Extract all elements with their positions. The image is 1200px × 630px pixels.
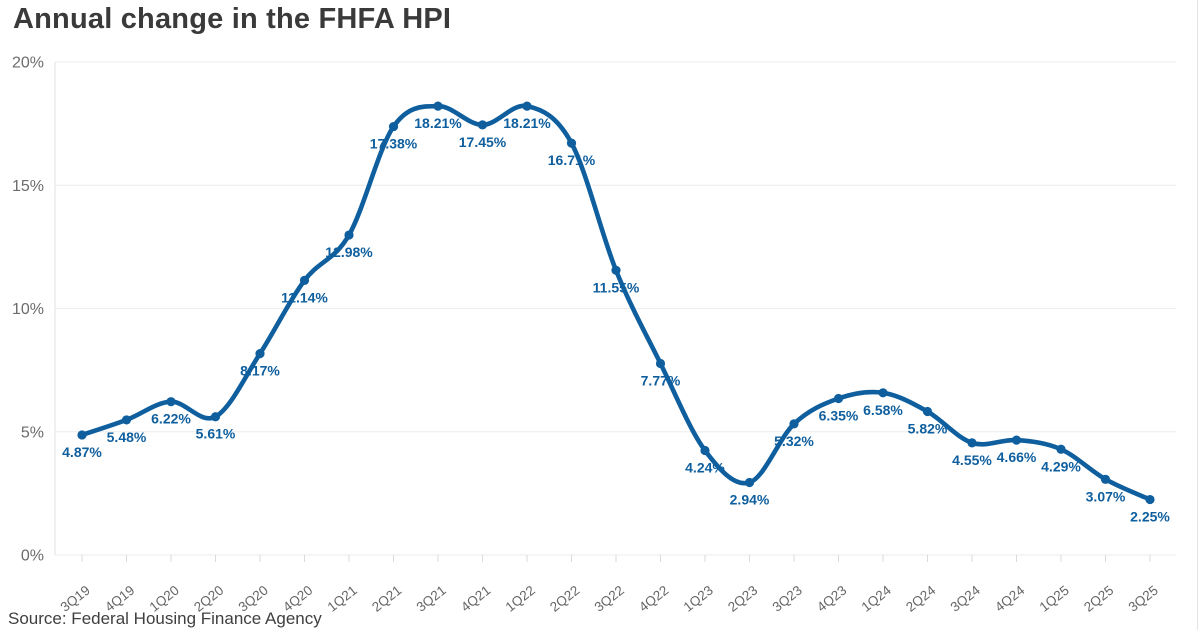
y-tick-label: 10% xyxy=(12,301,44,318)
data-point-marker[interactable] xyxy=(789,419,799,429)
data-point-marker[interactable] xyxy=(655,358,666,369)
data-point-marker[interactable] xyxy=(967,438,977,448)
data-point-label: 18.21% xyxy=(503,115,551,131)
y-axis-labels: 0% 5% 10% 15% 20% xyxy=(12,55,44,565)
data-point-marker[interactable] xyxy=(1056,444,1066,454)
data-point-label: 5.82% xyxy=(908,421,948,437)
y-tick-label: 20% xyxy=(12,55,44,72)
data-point-marker[interactable] xyxy=(388,121,399,132)
data-point-labels: 4.87% 5.48%6.22% 5.61% 8.17% 11.14% 12.98% 17.… xyxy=(62,115,1170,524)
data-point-label: 5.48% xyxy=(107,429,147,445)
data-point-label: 4.55% xyxy=(952,452,992,468)
data-point-marker[interactable] xyxy=(611,265,621,275)
x-tick-label: 2Q22 xyxy=(547,583,582,615)
data-point-label: 2.25% xyxy=(1130,509,1170,525)
x-tick-label: 1Q23 xyxy=(681,583,716,615)
card-right-border xyxy=(1197,0,1198,630)
data-point-marker[interactable] xyxy=(744,477,755,488)
data-point-label: 5.61% xyxy=(196,426,236,442)
data-point-markers xyxy=(77,101,1155,505)
data-point-marker[interactable] xyxy=(1011,435,1022,445)
x-tick-label: 1Q21 xyxy=(325,583,360,615)
data-point-marker[interactable] xyxy=(299,275,310,285)
data-point-label: 16.71% xyxy=(548,152,596,168)
x-tick-label: 2Q23 xyxy=(725,583,760,615)
data-point-label: 12.98% xyxy=(325,244,373,260)
data-point-label: 11.14% xyxy=(281,289,328,305)
data-point-label: 6.22% xyxy=(151,411,191,427)
x-tick-label: 4Q23 xyxy=(814,583,849,615)
data-point-label: 5.32% xyxy=(774,433,814,449)
data-point-marker[interactable] xyxy=(922,406,933,417)
gridlines xyxy=(55,61,1176,556)
x-tick-label: 4Q22 xyxy=(636,583,671,615)
data-point-marker[interactable] xyxy=(1145,494,1155,505)
x-tick-label: 3Q21 xyxy=(414,583,449,615)
data-point-marker[interactable] xyxy=(878,388,888,398)
y-tick-label: 15% xyxy=(12,178,44,195)
data-point-label: 4.66% xyxy=(997,449,1037,465)
data-point-label: 3.07% xyxy=(1086,488,1126,504)
data-point-label: 18.21% xyxy=(414,115,462,131)
y-tick-label: 0% xyxy=(21,548,44,565)
data-point-label: 11.55% xyxy=(593,279,640,295)
data-point-marker[interactable] xyxy=(522,101,532,111)
data-point-marker[interactable] xyxy=(121,415,132,425)
x-tick-label: 1Q22 xyxy=(503,583,538,615)
data-point-marker[interactable] xyxy=(1100,474,1111,484)
x-tick-label: 3Q25 xyxy=(1126,583,1161,615)
x-tick-label: 2Q25 xyxy=(1081,583,1116,615)
data-point-label: 4.87% xyxy=(62,444,102,460)
data-point-label: 6.35% xyxy=(819,407,859,423)
data-point-marker[interactable] xyxy=(433,101,443,111)
data-point-marker[interactable] xyxy=(700,445,710,456)
x-tick-label: 3Q24 xyxy=(948,582,984,614)
data-point-label: 2.94% xyxy=(730,492,770,508)
y-tick-label: 5% xyxy=(21,424,44,441)
data-point-marker[interactable] xyxy=(344,230,354,240)
data-point-marker[interactable] xyxy=(477,120,488,130)
data-point-label: 7.77% xyxy=(641,372,681,388)
x-tick-label: 1Q25 xyxy=(1037,583,1072,615)
x-tick-label: 1Q24 xyxy=(859,582,895,614)
data-point-marker[interactable] xyxy=(566,138,577,148)
data-point-label: 4.29% xyxy=(1041,458,1081,474)
x-axis-ticks xyxy=(81,555,1151,562)
x-tick-label: 2Q21 xyxy=(369,583,404,615)
data-point-label: 6.58% xyxy=(863,402,903,418)
data-point-label: 8.17% xyxy=(240,363,280,379)
x-tick-label: 3Q22 xyxy=(592,583,627,615)
data-point-marker[interactable] xyxy=(255,349,265,359)
data-point-label: 17.45% xyxy=(459,134,507,150)
data-point-marker[interactable] xyxy=(166,397,176,407)
data-point-marker[interactable] xyxy=(833,393,844,404)
data-point-marker[interactable] xyxy=(77,430,87,440)
x-tick-label: 4Q21 xyxy=(458,583,493,615)
chart-title: Annual change in the FHFA HPI xyxy=(13,3,452,35)
series-line xyxy=(79,103,1153,502)
source-note: Source: Federal Housing Finance Agency xyxy=(8,609,322,628)
data-point-marker[interactable] xyxy=(210,412,221,422)
x-tick-label: 3Q23 xyxy=(770,583,805,615)
x-tick-label: 2Q24 xyxy=(903,582,939,614)
x-tick-label: 4Q24 xyxy=(992,582,1028,614)
data-point-label: 17.38% xyxy=(370,136,418,152)
data-point-label: 4.24% xyxy=(685,459,725,475)
